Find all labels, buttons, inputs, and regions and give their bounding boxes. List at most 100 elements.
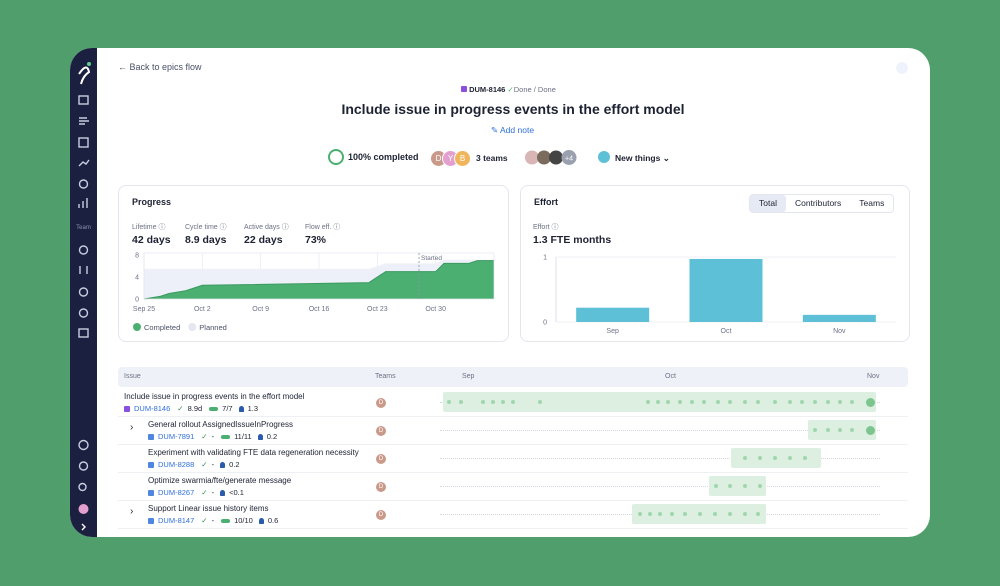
row-divider [118, 444, 908, 445]
legend-label[interactable]: Completed [144, 323, 180, 332]
team-avatar: D [376, 454, 386, 464]
team-avatar: D [376, 426, 386, 436]
fte-icon [220, 489, 226, 496]
timeline-dot [481, 400, 485, 404]
back-link[interactable]: ← Back to epics flow [118, 62, 202, 72]
status-check: ✓ [201, 460, 208, 469]
y-tick-label: 0 [135, 297, 139, 304]
timeline-dot [758, 456, 762, 460]
issue-key[interactable]: DUM-8146 [134, 404, 171, 413]
sidebar-icons [78, 62, 91, 531]
timeline-dot [743, 456, 747, 460]
issue-title: Include issue in progress events in the … [341, 101, 685, 117]
timeline-bar [808, 420, 876, 440]
tab[interactable]: Contributors [794, 198, 842, 208]
team-avatar: D [376, 482, 386, 492]
issue-title[interactable]: Include issue in progress events in the … [124, 392, 305, 401]
category-text[interactable]: New things [615, 153, 661, 163]
metric-label: Cycle time ⓘ [185, 224, 227, 231]
issue-title[interactable]: Support Linear issue history items [148, 504, 269, 513]
legend-swatch [133, 323, 141, 331]
issue-title[interactable]: Optimize swarmia/fte/generate message [148, 476, 292, 485]
x-tick-label: Oct 16 [309, 306, 330, 313]
bar [576, 307, 650, 322]
timeline-dot [850, 400, 854, 404]
effort-panel: Effort Effort ⓘ 1.3 FTE months Total Cont… [520, 185, 910, 342]
add-note-text[interactable]: Add note [500, 125, 535, 135]
issue-type-icon [148, 517, 154, 524]
category-dot [598, 151, 610, 163]
team-avatar: D [376, 398, 386, 408]
expand-toggle[interactable]: › [130, 506, 134, 517]
timeline-dot [538, 400, 542, 404]
issue-key[interactable]: DUM-8267 [158, 488, 195, 497]
issue-meta: DUM-8267 ✓ - <0.1 [148, 488, 244, 497]
legend-label[interactable]: Planned [199, 323, 227, 332]
timeline-dot [646, 400, 650, 404]
timeline-dot [826, 428, 830, 432]
y-tick-label: 0 [543, 320, 547, 327]
tasks-icon [221, 518, 231, 523]
timeline-dot [813, 428, 817, 432]
effort-label: Effort ⓘ [533, 224, 559, 231]
plot-frame [143, 252, 495, 300]
timeline-track [440, 458, 880, 459]
issue-meta: DUM-8147 ✓ - 10/10 0.6 [148, 516, 278, 525]
fte-icon [238, 405, 244, 412]
issue-status: Done / Done [513, 85, 556, 94]
metric-label: Flow eff. ⓘ [305, 224, 341, 231]
timeline-dot [826, 400, 830, 404]
fte: 0.6 [267, 516, 279, 525]
completion-ring [328, 149, 344, 165]
sidebar: Team [70, 48, 97, 537]
back-text[interactable]: Back to epics flow [129, 62, 202, 72]
more-contributors[interactable]: +4 [565, 156, 573, 163]
duration: - [211, 516, 215, 525]
duration: - [211, 488, 215, 497]
x-tick-label: Nov [833, 328, 846, 335]
issue-title[interactable]: General rollout AssignedIssueInProgress [148, 420, 293, 429]
timeline-dot [838, 428, 842, 432]
fte-icon [257, 433, 263, 440]
issue-type-icon [148, 489, 154, 496]
issue-key[interactable]: DUM-7891 [158, 432, 195, 441]
completed-text: 100% completed [348, 152, 419, 162]
duration: - [211, 460, 215, 469]
timeline-dot [728, 400, 732, 404]
issue-meta: DUM-7891 ✓ - 11/11 0.2 [148, 432, 277, 441]
timeline-dot [788, 400, 792, 404]
add-note[interactable]: ✎ Add note [491, 125, 535, 135]
panel-title: Effort [534, 197, 558, 207]
tab[interactable]: Teams [859, 198, 885, 208]
timeline-dot [670, 512, 674, 516]
metric-value: 42 days [132, 234, 171, 246]
issue-key[interactable]: DUM-8288 [158, 460, 195, 469]
timeline-dot [773, 400, 777, 404]
issue-key[interactable]: DUM-8146 [469, 85, 506, 94]
settings-icon[interactable] [896, 62, 908, 74]
category[interactable]: New things ⌄ [615, 153, 670, 163]
fte-icon [220, 461, 226, 468]
y-tick-label: 4 [135, 275, 139, 282]
timeline-dot [656, 400, 660, 404]
area [144, 260, 494, 299]
issue-key[interactable]: DUM-8147 [158, 516, 195, 525]
teams-text[interactable]: 3 teams [476, 153, 508, 163]
fte: 0.2 [229, 460, 240, 469]
timeline-dot [773, 456, 777, 460]
timeline-dot [743, 512, 747, 516]
duration: - [211, 432, 215, 441]
x-tick-label: Sep 25 [133, 306, 155, 313]
row-divider [118, 472, 908, 473]
team-avatar: D [376, 510, 386, 520]
issue-title[interactable]: Experiment with validating FTE data rege… [148, 448, 359, 457]
row-divider [118, 500, 908, 501]
metric-label: Active days ⓘ [244, 224, 289, 231]
tab[interactable]: Total [750, 195, 786, 212]
issue-header: DUM-8146 ✓Done / Done [461, 85, 556, 94]
timeline-track [440, 430, 880, 431]
effort-label-text: Effort [533, 224, 550, 231]
progress-panel: Progress Lifetime ⓘ 42 days Cycle time ⓘ 8.… [118, 185, 509, 342]
expand-toggle[interactable]: › [130, 422, 134, 433]
timeline-dot [666, 400, 670, 404]
